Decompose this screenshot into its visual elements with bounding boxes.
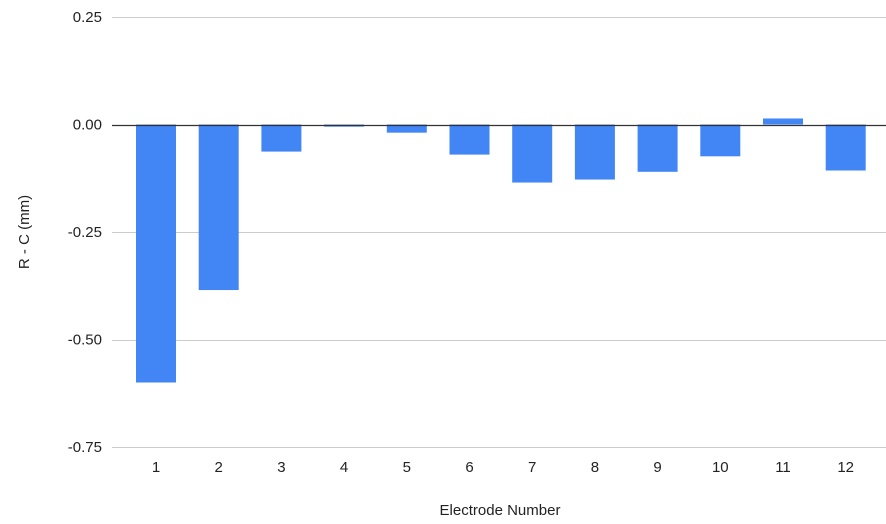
bar-electrode-6 — [449, 124, 490, 155]
x-tick-label: 5 — [403, 459, 411, 476]
bar-electrode-11 — [763, 118, 803, 125]
x-tick-label: 4 — [340, 459, 348, 476]
x-tick-label: 8 — [591, 459, 599, 476]
bar-electrode-3 — [261, 124, 302, 152]
x-axis-ticks: 1 2 3 4 5 6 7 8 9 10 11 12 — [152, 459, 854, 476]
x-tick-label: 7 — [528, 459, 536, 476]
bar-electrode-10 — [700, 124, 741, 157]
bar-electrode-1 — [136, 124, 176, 383]
y-axis-ticks: 0.25 0.00 -0.25 -0.50 -0.75 — [68, 9, 102, 456]
y-tick-label: 0.25 — [73, 9, 102, 26]
bar-electrode-9 — [637, 124, 678, 172]
gridlines — [112, 17, 886, 448]
bar-electrode-8 — [574, 124, 615, 180]
x-tick-label: 3 — [277, 459, 285, 476]
x-tick-label: 9 — [653, 459, 661, 476]
x-tick-label: 11 — [775, 459, 791, 476]
y-axis-title: R - C (mm) — [16, 195, 33, 269]
x-tick-label: 6 — [465, 459, 473, 476]
bars — [136, 118, 866, 383]
bar-electrode-2 — [198, 124, 239, 291]
x-axis-title: Electrode Number — [440, 502, 561, 519]
bar-electrode-7 — [512, 124, 553, 183]
y-tick-label: -0.75 — [68, 439, 102, 456]
y-tick-label: -0.50 — [68, 332, 102, 349]
y-tick-label: 0.00 — [73, 117, 102, 134]
x-tick-label: 2 — [215, 459, 223, 476]
x-tick-label: 1 — [152, 459, 160, 476]
x-tick-label: 10 — [712, 459, 729, 476]
bar-electrode-5 — [386, 124, 427, 133]
bar-electrode-12 — [825, 124, 866, 171]
y-tick-label: -0.25 — [68, 224, 102, 241]
x-tick-label: 12 — [837, 459, 854, 476]
